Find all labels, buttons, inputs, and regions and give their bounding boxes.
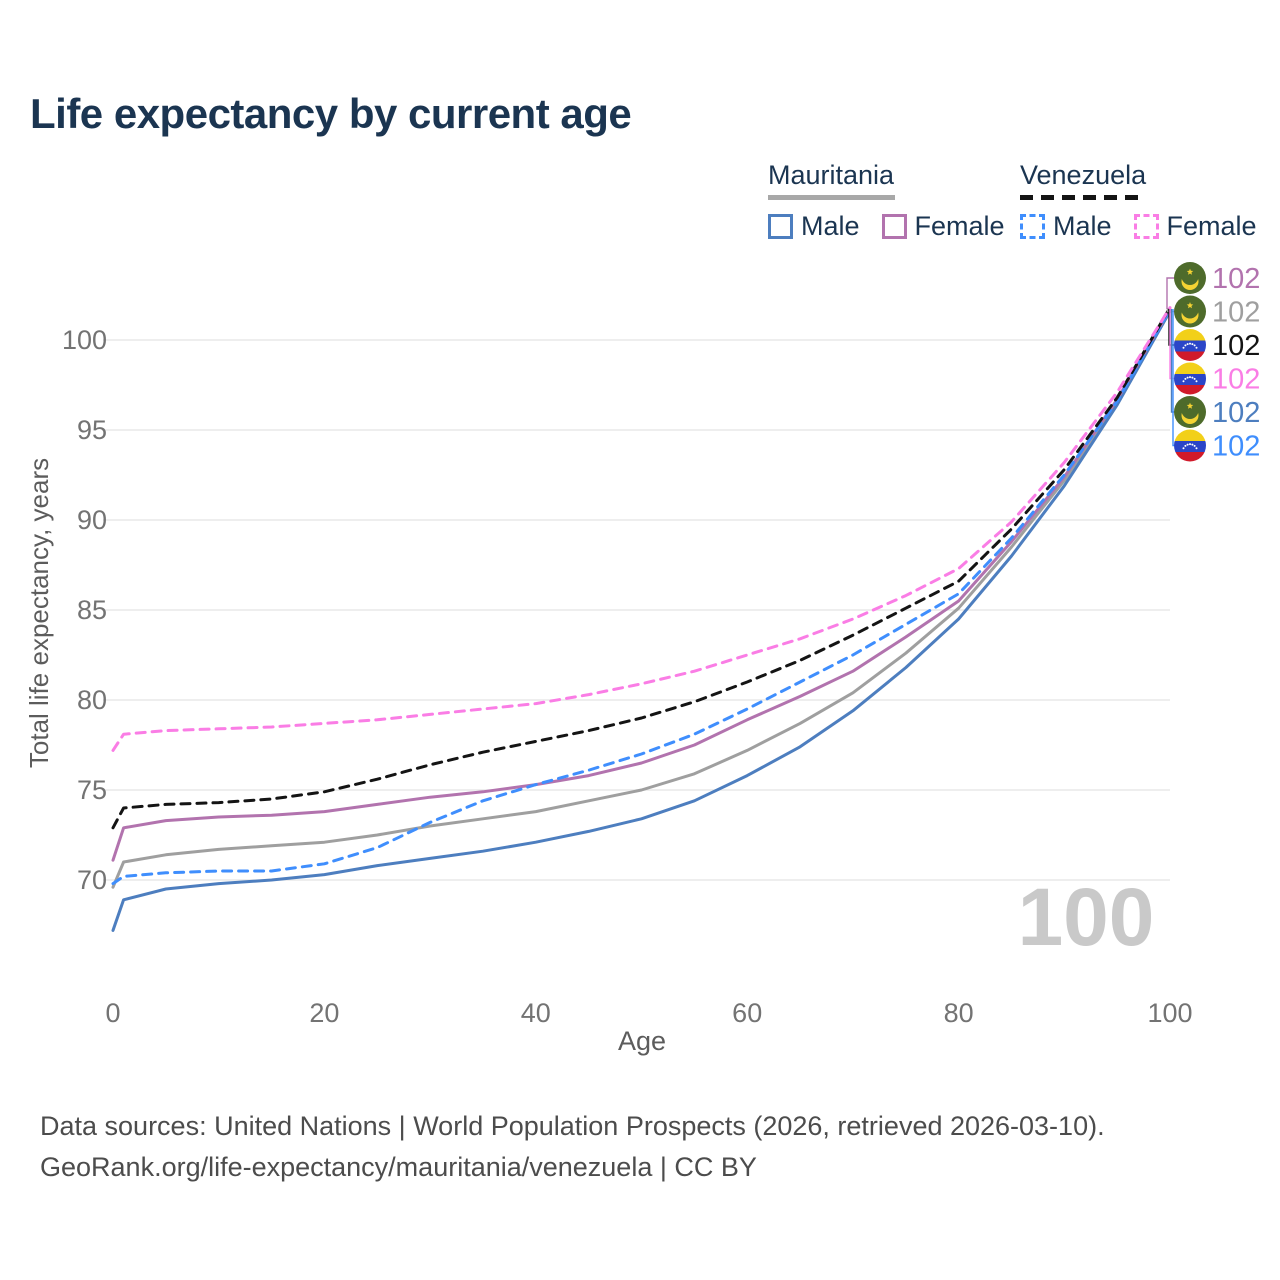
flag-mauritania-icon [1174,262,1206,294]
legend-label-venezuela-female: Female [1166,211,1257,241]
series-line-venezuela-female [111,306,1172,752]
x-tick-label: 40 [521,998,551,1028]
legend-swatch-venezuela-male-icon [1020,214,1045,239]
chart-footer: Data sources: United Nations | World Pop… [40,1106,1105,1188]
y-tick-label: 70 [77,865,107,895]
legend-toggle-venezuela-female[interactable]: Female [1133,211,1257,242]
x-tick-label: 80 [944,998,974,1028]
flag-venezuela-icon [1174,362,1206,395]
legend-country-venezuela: Venezuela [1020,160,1147,190]
x-axis-title: Age [618,1026,666,1056]
legend-toggle-mauritania-male[interactable]: Male [768,211,860,242]
y-tick-label: 95 [77,415,107,445]
y-tick-label: 75 [77,775,107,805]
end-value-label-mauritania-female: 102 [1212,263,1260,295]
y-axis-title: Total life expectancy, years [24,458,54,768]
flag-venezuela-icon [1174,429,1206,462]
x-tick-label: 20 [309,998,339,1028]
legend-toggle-venezuela-male[interactable]: Male [1020,211,1112,242]
flag-mauritania-icon [1174,295,1206,328]
legend-swatch-mauritania-male-icon [768,214,793,239]
y-tick-label: 80 [77,685,107,715]
end-value-label-venezuela-male: 102 [1212,431,1260,463]
series-line-mauritania-female [111,307,1172,862]
legend-group-mauritania: Mauritania Male Female [768,160,1005,242]
series-line-mauritania-total [111,309,1172,889]
end-value-label-mauritania-male: 102 [1212,397,1260,429]
leader-line-venezuela-male [1172,309,1174,447]
flag-venezuela-icon [1174,329,1206,361]
age-counter-watermark: 100 [1018,872,1155,963]
series-line-mauritania-male [111,309,1172,932]
leader-line-mauritania-female [1166,277,1174,309]
legend-swatch-venezuela-female-icon [1133,214,1159,239]
end-value-label-venezuela-female: 102 [1212,364,1260,396]
page-title: Life expectancy by current age [30,90,632,137]
legend-swatch-mauritania-female-icon [881,214,907,239]
x-tick-label: 100 [1147,998,1192,1028]
end-value-label-venezuela-total: 102 [1212,330,1260,362]
legend-country-mauritania: Mauritania [768,160,895,190]
series-line-venezuela-male [111,307,1172,886]
x-tick-label: 60 [732,998,762,1028]
legend-label-mauritania-male: Male [801,211,860,241]
attribution-text: GeoRank.org/life-expectancy/mauritania/v… [40,1152,757,1182]
y-tick-label: 100 [62,325,107,355]
legend-label-venezuela-male: Male [1053,211,1112,241]
end-value-label-mauritania-total: 102 [1212,297,1260,329]
legend-toggle-mauritania-female[interactable]: Female [881,211,1005,242]
legend-label-mauritania-female: Female [914,211,1005,241]
y-tick-label: 90 [77,505,107,535]
legend-group-venezuela: Venezuela Male Female [1020,160,1257,242]
series-line-venezuela-total [111,306,1172,830]
data-sources-text: Data sources: United Nations | World Pop… [40,1111,1105,1141]
y-tick-label: 85 [77,595,107,625]
flag-mauritania-icon [1174,396,1206,428]
legend-underline-venezuela [1020,195,1142,200]
x-tick-label: 0 [105,998,120,1028]
legend-underline-mauritania [768,195,895,200]
